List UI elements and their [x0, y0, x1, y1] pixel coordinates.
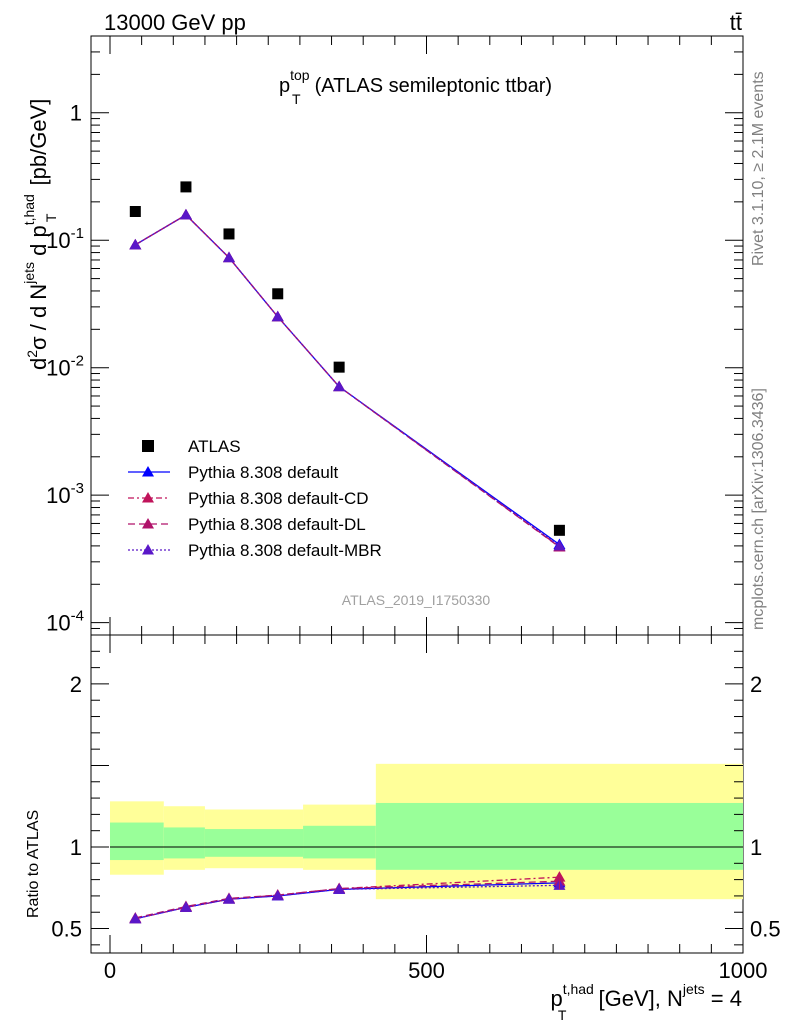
ratio-series-point-3: [129, 912, 142, 924]
legend-label-2: Pythia 8.308 default-CD: [188, 489, 369, 508]
ratio-y-tick-label: 1: [70, 835, 82, 860]
main-axis-ticks: 1 10-1 10-2 10-3 10-4: [46, 35, 744, 636]
ratio-green-band-0: [109, 822, 164, 861]
main-series-point-4: [222, 251, 235, 263]
legend: ATLAS Pythia 8.308 default Pythia 8.308 de…: [128, 437, 382, 560]
legend-marker-2: [142, 492, 154, 503]
ratio-y-tick-label-right: 0.5: [750, 917, 781, 942]
ratio-uncertainty-bands: [109, 763, 743, 900]
ratio-green-band-4: [375, 802, 743, 870]
x-axis-label: pt,had T [GeV], Njets = 4: [550, 981, 742, 1023]
ratio-green-band-3: [303, 825, 376, 859]
ratio-series-point-3: [271, 889, 284, 901]
ratio-green-band-2: [204, 829, 304, 857]
atlas-data-point: [129, 206, 141, 218]
ratio-x-tick-label: 0: [104, 958, 116, 983]
ratio-series-point-3: [222, 893, 235, 904]
ratio-series-point-3: [179, 901, 192, 912]
main-plot-title: ptop T(ATLAS semileptonic ttbar): [279, 67, 552, 107]
atlas-data-point: [272, 288, 284, 300]
main-series-layer: [129, 181, 566, 552]
rivet-label: Rivet 3.1.10, ≥ 2.1M events: [750, 71, 767, 266]
main-y-tick-label: 1: [70, 101, 82, 126]
ratio-y-tick-label-right: 1: [750, 835, 762, 860]
main-series-point-4: [553, 539, 566, 551]
ratio-y-tick-label: 2: [70, 672, 82, 697]
legend-marker-4: [142, 544, 154, 555]
mcplots-label: mcplots.cern.ch [arXiv:1306.3436]: [750, 388, 767, 630]
ratio-axis-ticks: 0.5 0.5 1 1 2 2 0 500 1000: [51, 635, 781, 983]
ratio-y-axis-label: Ratio to ATLAS: [25, 810, 42, 918]
main-series-point-4: [129, 238, 142, 250]
main-y-tick-label: 10-4: [46, 608, 84, 636]
ratio-x-tick-label: 500: [408, 958, 445, 983]
main-y-tick-label: 10-1: [46, 225, 84, 253]
legend-label-1: Pythia 8.308 default: [188, 463, 339, 482]
main-series-point-4: [333, 380, 346, 392]
ratio-series-point-3: [333, 883, 346, 894]
process-label: tt̄: [730, 10, 742, 35]
ratio-series-layer: [129, 871, 566, 924]
ratio-green-band-1: [163, 827, 205, 859]
legend-label-4: Pythia 8.308 default-MBR: [188, 541, 382, 560]
energy-label: 13000 GeV pp: [104, 10, 246, 35]
ratio-series-line-3: [135, 884, 560, 920]
ratio-x-tick-label: 1000: [719, 958, 768, 983]
atlas-data-point: [223, 228, 235, 240]
atlas-data-point: [553, 524, 565, 536]
main-series-point-4: [271, 310, 284, 322]
legend-marker-3: [142, 518, 154, 529]
ratio-series-line-1: [135, 876, 560, 920]
ratio-series-line-2: [135, 880, 560, 919]
main-y-tick-label: 10-3: [46, 480, 84, 508]
legend-label-3: Pythia 8.308 default-DL: [188, 515, 366, 534]
atlas-data-point: [333, 361, 345, 373]
legend-marker-atlas: [142, 440, 154, 452]
main-series-point-4: [179, 208, 192, 220]
main-series-line-4: [134, 214, 560, 547]
legend-marker-1: [142, 466, 154, 477]
ratio-y-tick-label: 0.5: [51, 917, 82, 942]
legend-label-0: ATLAS: [188, 437, 241, 456]
atlas-data-point: [180, 181, 192, 193]
main-y-tick-label: 10-2: [46, 353, 84, 381]
ratio-y-tick-label-right: 2: [750, 672, 762, 697]
analysis-watermark: ATLAS_2019_I1750330: [342, 592, 491, 608]
